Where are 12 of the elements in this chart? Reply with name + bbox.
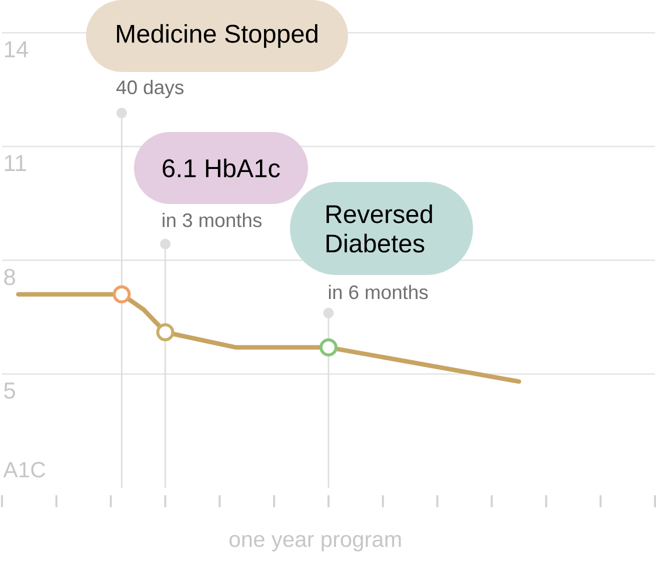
ref-line-label: in 6 months (329, 284, 428, 300)
y-tick-label: 5 (4, 382, 16, 399)
annotation: Medicine Stopped (117, 24, 318, 48)
annotation: Reversed Diabetes (326, 204, 432, 253)
annotation: 6.1 HbA1c (162, 158, 280, 178)
y-tick-label: 11 (4, 155, 26, 171)
ref-line-label: in 3 months (162, 212, 262, 228)
y-tick-label: 14 (4, 41, 28, 58)
x-axis-title: one year program (230, 534, 401, 552)
y-axis-title: A1C (3, 462, 46, 478)
ref-line-label: 40 days (116, 80, 184, 98)
y-tick-label: 8 (4, 268, 15, 286)
